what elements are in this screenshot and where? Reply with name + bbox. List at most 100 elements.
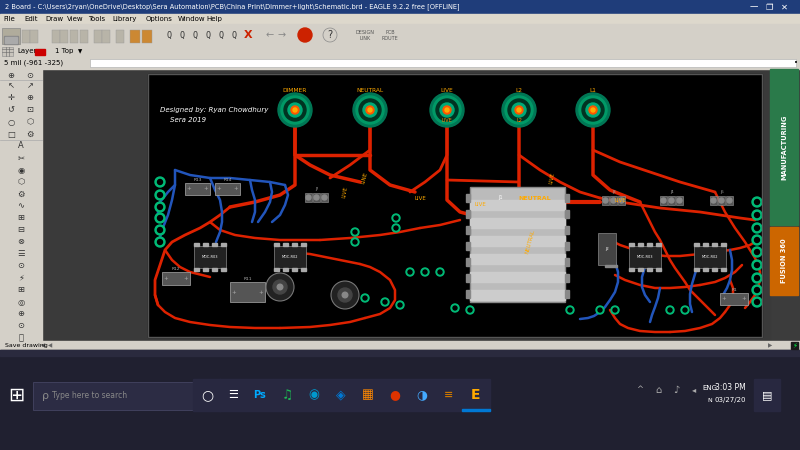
- Text: +: +: [722, 297, 726, 302]
- Circle shape: [468, 308, 472, 312]
- Circle shape: [677, 198, 682, 203]
- Text: ∿: ∿: [18, 202, 25, 211]
- Text: ⚡: ⚡: [18, 274, 24, 283]
- Bar: [193, 379, 221, 411]
- Circle shape: [661, 198, 666, 203]
- Bar: [435, 379, 463, 411]
- Text: ◑: ◑: [417, 388, 427, 401]
- Circle shape: [754, 199, 759, 204]
- Bar: [694, 268, 699, 271]
- Circle shape: [155, 202, 165, 212]
- Bar: [754, 379, 780, 411]
- Bar: [142, 30, 152, 43]
- Bar: [148, 74, 762, 337]
- Circle shape: [155, 177, 165, 187]
- Circle shape: [158, 193, 162, 198]
- Bar: [203, 268, 208, 271]
- Bar: [470, 290, 565, 300]
- Bar: [487, 191, 515, 205]
- Bar: [470, 236, 565, 246]
- Text: ⚙: ⚙: [18, 189, 25, 198]
- Text: 🔧: 🔧: [18, 333, 23, 342]
- Text: 3:03 PM: 3:03 PM: [714, 383, 746, 392]
- Circle shape: [353, 230, 357, 234]
- Text: R13: R13: [194, 178, 202, 182]
- Bar: [354, 379, 382, 411]
- Circle shape: [266, 273, 294, 301]
- Bar: [656, 243, 661, 246]
- Bar: [42, 69, 770, 350]
- Text: ↺: ↺: [7, 105, 14, 114]
- Circle shape: [338, 288, 352, 302]
- Circle shape: [421, 268, 429, 276]
- Circle shape: [381, 298, 389, 306]
- Circle shape: [278, 93, 312, 127]
- Circle shape: [155, 225, 165, 235]
- Circle shape: [158, 228, 162, 233]
- Circle shape: [331, 281, 359, 309]
- Bar: [0, 341, 800, 350]
- Text: Options: Options: [146, 16, 172, 22]
- Bar: [507, 205, 514, 207]
- Text: File: File: [3, 16, 14, 22]
- Bar: [466, 194, 470, 202]
- Bar: [116, 30, 124, 43]
- Circle shape: [158, 216, 162, 220]
- Bar: [470, 187, 565, 302]
- Text: +: +: [742, 297, 746, 302]
- Bar: [305, 193, 312, 202]
- Text: ρ: ρ: [42, 391, 49, 401]
- Bar: [0, 46, 800, 57]
- Circle shape: [752, 223, 762, 233]
- Text: ^: ^: [637, 386, 643, 395]
- Bar: [273, 379, 301, 411]
- Circle shape: [359, 99, 381, 121]
- Bar: [327, 379, 355, 411]
- Bar: [33, 382, 198, 410]
- Circle shape: [611, 306, 619, 314]
- Text: Q: Q: [193, 31, 198, 40]
- Text: NEUTRAL: NEUTRAL: [518, 197, 551, 202]
- Circle shape: [586, 103, 600, 117]
- Circle shape: [284, 99, 306, 121]
- Circle shape: [754, 275, 759, 280]
- Text: A: A: [18, 141, 24, 150]
- Bar: [230, 282, 265, 302]
- Circle shape: [353, 93, 387, 127]
- Circle shape: [466, 306, 474, 314]
- Circle shape: [598, 308, 602, 312]
- Text: 03/27/20: 03/27/20: [714, 397, 746, 403]
- Text: Q: Q: [218, 31, 223, 40]
- Bar: [618, 196, 625, 205]
- Text: ▶: ▶: [768, 343, 772, 348]
- Text: NEUTRAL: NEUTRAL: [524, 230, 536, 255]
- Bar: [610, 196, 617, 205]
- Text: Save drawing: Save drawing: [5, 343, 48, 348]
- Text: ✛: ✛: [7, 94, 14, 103]
- Bar: [668, 196, 675, 205]
- Bar: [466, 242, 470, 250]
- Bar: [301, 243, 306, 246]
- Bar: [565, 210, 569, 218]
- Text: ☰: ☰: [18, 249, 25, 258]
- Bar: [60, 30, 68, 43]
- Text: Window: Window: [178, 16, 206, 22]
- Text: +: +: [234, 186, 238, 192]
- Bar: [381, 379, 409, 411]
- Circle shape: [451, 304, 459, 312]
- Text: +: +: [184, 276, 188, 281]
- Circle shape: [754, 262, 759, 267]
- Bar: [791, 342, 798, 349]
- Text: LIVE: LIVE: [414, 195, 426, 201]
- Bar: [647, 243, 652, 246]
- Bar: [629, 246, 661, 268]
- Text: R14: R14: [223, 178, 232, 182]
- Text: Library: Library: [113, 16, 137, 22]
- Bar: [565, 274, 569, 282]
- Circle shape: [392, 224, 400, 232]
- Text: J6: J6: [720, 190, 724, 194]
- Circle shape: [596, 306, 604, 314]
- Bar: [718, 196, 725, 205]
- Bar: [605, 265, 617, 267]
- Text: MOC-R03: MOC-R03: [202, 255, 218, 259]
